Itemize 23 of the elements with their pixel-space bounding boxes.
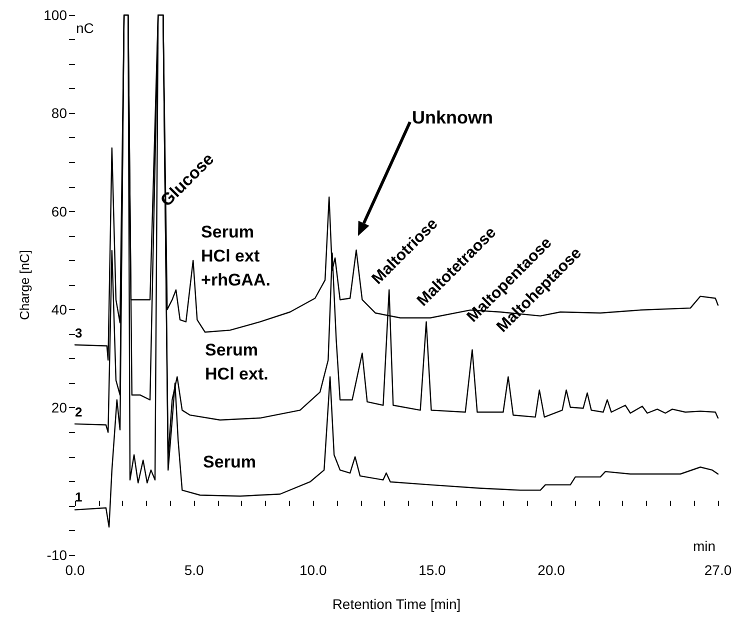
y-tick-label: 100: [44, 7, 68, 23]
x-tick-label: 15.0: [418, 562, 446, 578]
annotation: 3: [75, 325, 82, 340]
x-tick-label: 27.0: [704, 562, 732, 578]
x-tick-label: 10.0: [300, 562, 327, 578]
x-tick-label: 20.0: [538, 562, 566, 578]
annotation: 2: [75, 404, 82, 420]
x-tick-label: 0.0: [65, 562, 85, 578]
y-axis-title: Charge [nC]: [17, 250, 32, 320]
annotation: nC: [76, 20, 94, 36]
y-tick-label: 80: [51, 105, 68, 122]
y-tick-label: 20: [51, 400, 68, 416]
y-tick-label: 40: [51, 302, 68, 318]
y-tick-label: 60: [51, 203, 68, 220]
annotation: Serum HCl ext +rhGAA.: [201, 222, 270, 290]
annotation: Serum: [203, 452, 256, 472]
y-tick-label: -10: [46, 547, 68, 563]
annotation: 1: [75, 489, 82, 504]
annotation: Unknown: [412, 108, 493, 128]
annotation: min: [693, 538, 716, 554]
annotation: Serum HCl ext.: [205, 340, 268, 384]
x-tick-label: 5.0: [184, 562, 204, 578]
x-axis-title: Retention Time [min]: [332, 596, 461, 612]
